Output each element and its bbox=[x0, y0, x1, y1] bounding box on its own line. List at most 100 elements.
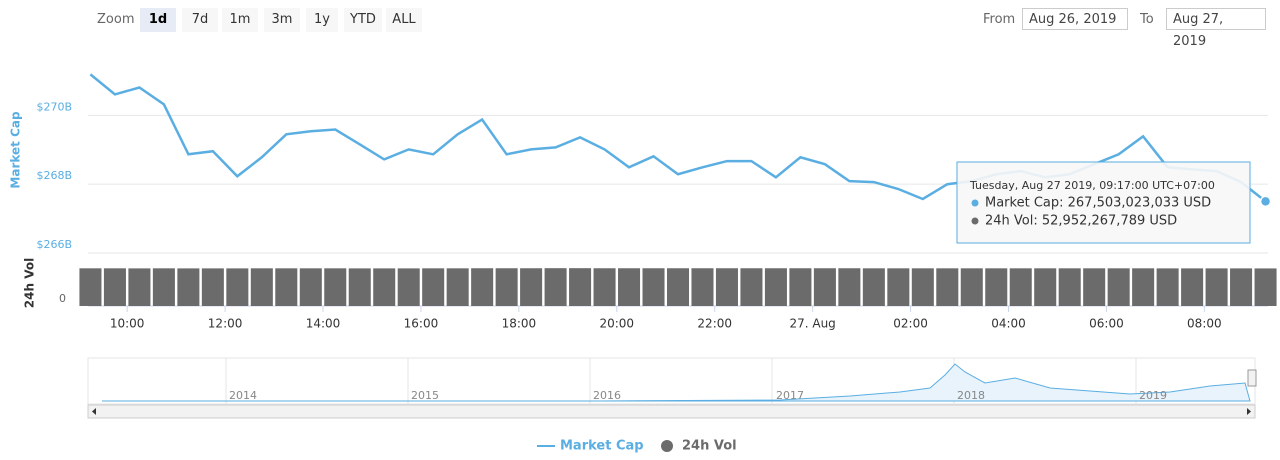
volume-bar bbox=[544, 268, 567, 306]
volume-bar bbox=[226, 268, 249, 306]
volume-bar bbox=[1083, 268, 1106, 306]
volume-bar bbox=[495, 268, 518, 306]
zoom-button[interactable]: YTD bbox=[344, 8, 382, 32]
volume-bar bbox=[985, 268, 1008, 306]
zoom-button[interactable]: 1d bbox=[140, 8, 176, 32]
volume-bar bbox=[128, 268, 151, 306]
scrollbar[interactable] bbox=[87, 404, 1256, 419]
volume-bar bbox=[691, 268, 714, 306]
volume-bar bbox=[862, 268, 885, 306]
tooltip-date: Tuesday, Aug 27 2019, 09:17:00 UTC+07:00 bbox=[969, 179, 1215, 192]
zoom-button[interactable]: 3m bbox=[264, 8, 300, 32]
volume-bar bbox=[397, 268, 420, 306]
tooltip-box bbox=[956, 161, 1251, 244]
x-tick-label: 14:00 bbox=[306, 317, 341, 331]
tooltip: Tuesday, Aug 27 2019, 09:17:00 UTC+07:00… bbox=[956, 161, 1251, 244]
scroll-right-arrow[interactable] bbox=[1247, 408, 1251, 415]
volume-bar bbox=[177, 268, 200, 306]
navigator-label: 2015 bbox=[411, 389, 439, 402]
volume-bar bbox=[250, 268, 273, 306]
volume-bar bbox=[1034, 268, 1057, 306]
volume-bar bbox=[1156, 268, 1179, 306]
y-tick-label: $266B bbox=[36, 238, 72, 251]
volume-bar bbox=[446, 268, 469, 306]
volume-bar bbox=[666, 268, 690, 306]
volume-bar bbox=[911, 268, 934, 306]
zoom-button[interactable]: 1m bbox=[222, 8, 258, 32]
legend-item[interactable]: Market Cap bbox=[560, 439, 644, 454]
from-input[interactable]: Aug 26, 2019 bbox=[1022, 8, 1128, 30]
volume-bar bbox=[887, 268, 910, 306]
x-tick-label: 22:00 bbox=[697, 317, 732, 331]
volume-bar bbox=[642, 268, 665, 306]
tooltip-dot bbox=[971, 217, 979, 225]
volume-bar bbox=[79, 268, 102, 306]
volume-bar bbox=[789, 268, 812, 306]
x-tick-label: 20:00 bbox=[599, 317, 634, 331]
x-tick-label: 08:00 bbox=[1187, 317, 1222, 331]
x-tick-label: 27. Aug bbox=[789, 317, 835, 331]
legend-symbol bbox=[661, 440, 673, 452]
volume-bar bbox=[324, 268, 347, 306]
navigator-label: 2018 bbox=[957, 389, 985, 402]
from-label: From bbox=[983, 12, 1016, 27]
navigator-label: 2016 bbox=[593, 389, 621, 402]
volume-bar bbox=[813, 268, 836, 306]
volume-bar bbox=[1132, 268, 1155, 306]
navigator-series bbox=[102, 363, 1251, 402]
navigator-label: 2017 bbox=[776, 389, 804, 402]
volume-bar bbox=[1107, 268, 1130, 306]
volume-bar bbox=[1181, 268, 1204, 306]
volume-bar bbox=[275, 268, 298, 306]
zoom-button[interactable]: 1y bbox=[306, 8, 338, 32]
volume-bar bbox=[201, 268, 224, 306]
x-tick-label: 06:00 bbox=[1089, 317, 1124, 331]
y-tick-label: $268B bbox=[36, 169, 72, 182]
volume-bar bbox=[422, 268, 445, 306]
volume-bar bbox=[936, 268, 959, 306]
volume-bar bbox=[569, 268, 592, 306]
volume-bar bbox=[348, 268, 371, 306]
y-axis-title: Market Cap bbox=[9, 111, 23, 189]
to-input[interactable]: Aug 27, 2019 bbox=[1166, 8, 1266, 49]
y2-tick-label: 0 bbox=[59, 292, 66, 305]
zoom-label: Zoom bbox=[97, 12, 135, 27]
hover-marker bbox=[1259, 195, 1272, 208]
zoom-button[interactable]: ALL bbox=[386, 8, 422, 32]
navigator bbox=[87, 357, 1257, 419]
x-tick-label: 10:00 bbox=[110, 317, 145, 331]
scroll-left-arrow[interactable] bbox=[92, 408, 96, 415]
volume-bar bbox=[1009, 268, 1032, 306]
volume-bar bbox=[740, 268, 763, 306]
tooltip-row: 24h Vol: 52,952,267,789 USD bbox=[985, 214, 1177, 229]
to-label: To bbox=[1140, 12, 1154, 27]
navigator-handle[interactable] bbox=[1247, 369, 1257, 387]
x-tick-label: 04:00 bbox=[991, 317, 1026, 331]
volume-bar bbox=[593, 268, 616, 306]
volume-bar bbox=[1230, 268, 1253, 306]
volume-bar bbox=[299, 268, 322, 306]
volume-bar bbox=[764, 268, 787, 306]
x-tick-label: 12:00 bbox=[208, 317, 243, 331]
y-tick-label: $270B bbox=[36, 100, 72, 113]
volume-bar bbox=[1058, 268, 1081, 306]
volume-bar bbox=[373, 268, 396, 306]
x-tick-label: 18:00 bbox=[502, 317, 537, 331]
volume-bar bbox=[960, 268, 983, 306]
navigator-label: 2014 bbox=[229, 389, 257, 402]
tooltip-row: Market Cap: 267,503,023,033 USD bbox=[985, 196, 1211, 211]
volume-bar bbox=[1254, 268, 1277, 306]
legend-item[interactable]: 24h Vol bbox=[682, 439, 737, 454]
navigator-grid bbox=[225, 358, 1137, 404]
y2-axis-title: 24h Vol bbox=[23, 258, 37, 308]
volume-bar bbox=[618, 268, 641, 306]
volume-bar bbox=[103, 268, 126, 306]
volume-bar bbox=[838, 268, 861, 306]
volume-bar bbox=[152, 268, 175, 306]
tooltip-dot bbox=[971, 199, 979, 207]
zoom-button[interactable]: 7d bbox=[182, 8, 218, 32]
x-tick-label: 02:00 bbox=[893, 317, 928, 331]
navigator-label: 2019 bbox=[1139, 389, 1167, 402]
